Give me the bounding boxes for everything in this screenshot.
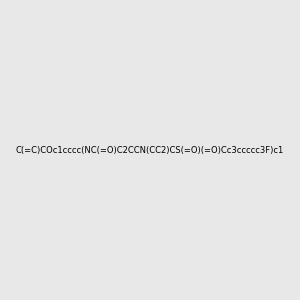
Text: C(=C)COc1cccc(NC(=O)C2CCN(CC2)CS(=O)(=O)Cc3ccccc3F)c1: C(=C)COc1cccc(NC(=O)C2CCN(CC2)CS(=O)(=O)… [16,146,284,154]
